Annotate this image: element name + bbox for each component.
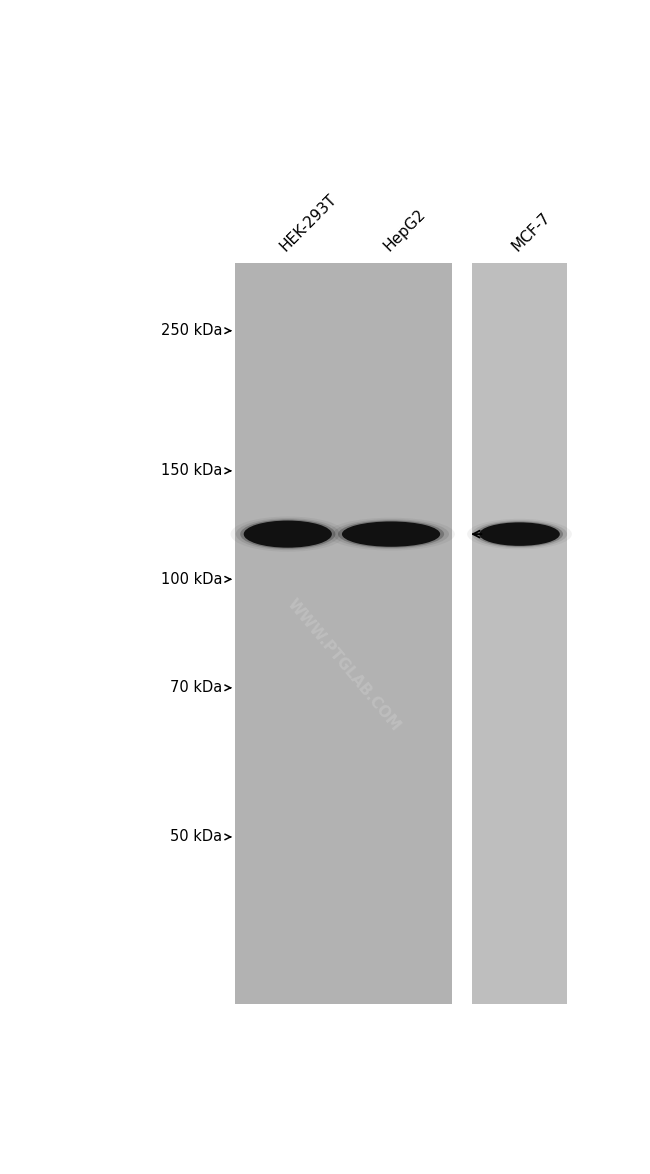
Text: HEK-293T: HEK-293T	[277, 191, 340, 254]
Ellipse shape	[472, 520, 567, 548]
Bar	[235, 263, 452, 1004]
Text: 50 kDa: 50 kDa	[170, 830, 222, 844]
Text: 150 kDa: 150 kDa	[161, 464, 222, 478]
Ellipse shape	[338, 520, 444, 548]
Ellipse shape	[244, 520, 332, 547]
Ellipse shape	[231, 517, 345, 552]
Text: 70 kDa: 70 kDa	[170, 680, 222, 695]
Text: 100 kDa: 100 kDa	[161, 572, 222, 587]
Text: MCF-7: MCF-7	[509, 210, 553, 254]
Text: WWW.PTGLAB.COM: WWW.PTGLAB.COM	[284, 596, 402, 734]
Ellipse shape	[476, 521, 563, 547]
Ellipse shape	[236, 518, 340, 551]
Ellipse shape	[342, 521, 440, 547]
Ellipse shape	[327, 518, 455, 551]
Ellipse shape	[479, 522, 560, 546]
Bar	[472, 263, 567, 1004]
Ellipse shape	[240, 519, 335, 548]
Ellipse shape	[467, 519, 572, 549]
Text: 250 kDa: 250 kDa	[161, 323, 222, 338]
Ellipse shape	[333, 519, 449, 549]
Text: HepG2: HepG2	[380, 207, 428, 254]
